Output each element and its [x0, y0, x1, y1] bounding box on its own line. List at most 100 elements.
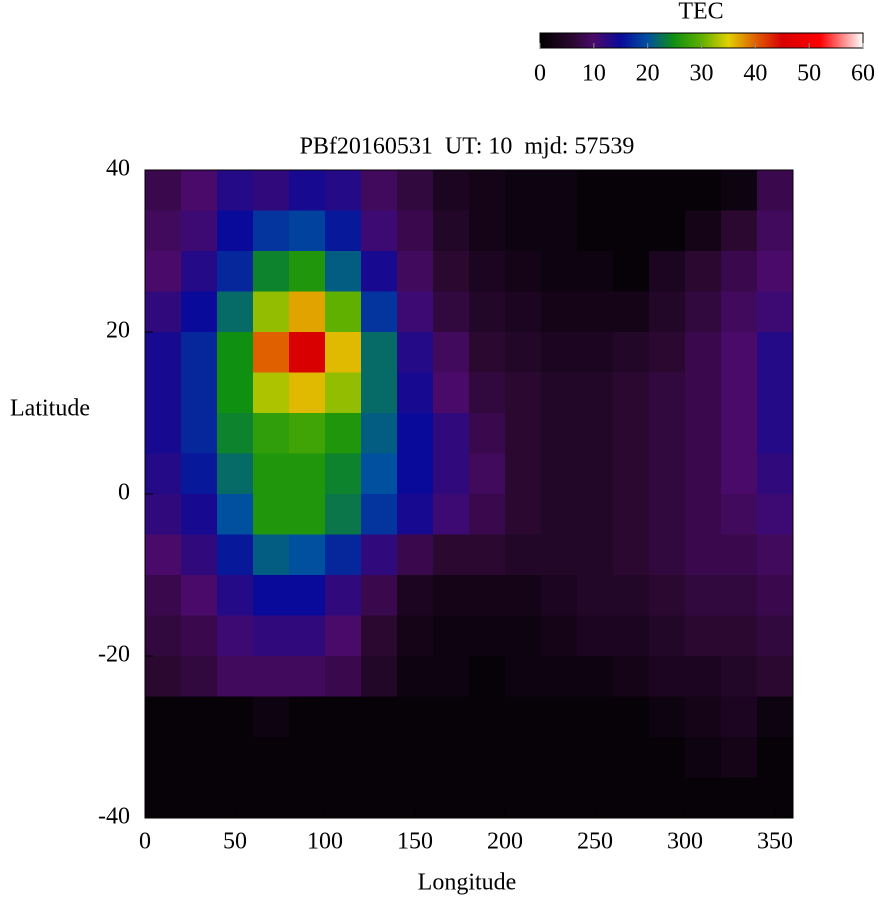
heat-cell	[361, 251, 398, 292]
heat-cell	[649, 656, 686, 697]
heat-cell	[433, 575, 470, 616]
x-tick-label: 100	[307, 829, 343, 855]
heat-cell	[217, 575, 254, 616]
heat-cell	[433, 413, 470, 454]
heat-cell	[361, 696, 398, 738]
heat-cell	[757, 251, 794, 292]
heat-cell	[181, 251, 218, 292]
heat-cell	[721, 656, 758, 697]
heat-cell	[685, 210, 722, 252]
chart-title: PBf20160531 UT: 10 mjd: 57539	[300, 134, 635, 160]
heat-cell	[649, 777, 686, 819]
heat-cell	[469, 777, 506, 819]
heat-cell	[289, 615, 326, 657]
heat-cell	[217, 656, 254, 697]
heat-cell	[253, 494, 290, 535]
heat-cell	[757, 696, 794, 738]
heat-cell	[469, 737, 506, 778]
heat-cell	[505, 656, 542, 697]
colorbar-tick-label: 30	[690, 61, 714, 87]
heatmap	[145, 170, 794, 819]
heat-cell	[253, 210, 290, 252]
heat-cell	[325, 737, 362, 778]
heat-cell	[289, 210, 326, 252]
heat-cell	[541, 737, 578, 778]
heat-cell	[181, 696, 218, 738]
heat-cell	[649, 696, 686, 738]
heat-cell	[289, 575, 326, 616]
heat-cell	[361, 575, 398, 616]
heat-cell	[325, 575, 362, 616]
heat-cell	[325, 372, 362, 414]
heat-cell	[433, 656, 470, 697]
heat-cell	[361, 413, 398, 454]
heat-cell	[613, 656, 650, 697]
y-tick-label: -40	[98, 804, 130, 830]
heat-cell	[325, 656, 362, 697]
heat-cell	[469, 210, 506, 252]
heat-cell	[577, 170, 614, 211]
heat-cell	[577, 534, 614, 576]
heat-cell	[145, 453, 182, 495]
heat-cell	[613, 737, 650, 778]
heat-cell	[649, 453, 686, 495]
heat-cell	[721, 575, 758, 616]
heat-cell	[181, 656, 218, 697]
heat-cell	[289, 453, 326, 495]
heat-cell	[541, 251, 578, 292]
heat-cell	[757, 494, 794, 535]
heat-cell	[289, 777, 326, 819]
x-tick-label: 50	[223, 829, 247, 855]
heat-cell	[613, 777, 650, 819]
heat-cell	[217, 291, 254, 333]
heat-cell	[613, 696, 650, 738]
heat-cell	[253, 170, 290, 211]
heat-cell	[433, 170, 470, 211]
heat-cell	[649, 251, 686, 292]
heat-cell	[613, 210, 650, 252]
heat-cell	[325, 696, 362, 738]
heat-cell	[505, 777, 542, 819]
heat-cell	[613, 291, 650, 333]
heat-cell	[289, 251, 326, 292]
heat-cell	[181, 372, 218, 414]
heat-cell	[253, 737, 290, 778]
heat-cell	[433, 615, 470, 657]
heat-cell	[361, 210, 398, 252]
heat-cell	[649, 372, 686, 414]
heat-cell	[325, 534, 362, 576]
heat-cell	[361, 332, 398, 373]
heat-cell	[325, 210, 362, 252]
heat-cell	[577, 413, 614, 454]
heat-cell	[721, 534, 758, 576]
colorbar-tick-label: 10	[582, 61, 606, 87]
heat-cell	[253, 251, 290, 292]
heat-cell	[469, 453, 506, 495]
heat-cell	[505, 737, 542, 778]
heat-cell	[253, 696, 290, 738]
heat-cell	[757, 291, 794, 333]
heat-cell	[721, 737, 758, 778]
y-tick-label: 40	[106, 156, 130, 182]
heat-cell	[397, 575, 434, 616]
heat-cell	[757, 453, 794, 495]
heat-cell	[217, 332, 254, 373]
colorbar-tick-label: 40	[743, 61, 767, 87]
heat-cell	[541, 372, 578, 414]
heat-cell	[361, 737, 398, 778]
heat-cell	[361, 534, 398, 576]
heat-cell	[325, 494, 362, 535]
heat-cell	[757, 413, 794, 454]
x-tick-label: 200	[487, 829, 523, 855]
heat-cell	[325, 453, 362, 495]
heat-cell	[289, 413, 326, 454]
heat-cell	[685, 453, 722, 495]
x-tick-label: 300	[667, 829, 703, 855]
heat-cell	[721, 251, 758, 292]
heat-cell	[469, 696, 506, 738]
heat-cell	[361, 615, 398, 657]
heat-cell	[613, 413, 650, 454]
heat-cell	[217, 413, 254, 454]
heat-cell	[145, 251, 182, 292]
heat-cell	[721, 777, 758, 819]
